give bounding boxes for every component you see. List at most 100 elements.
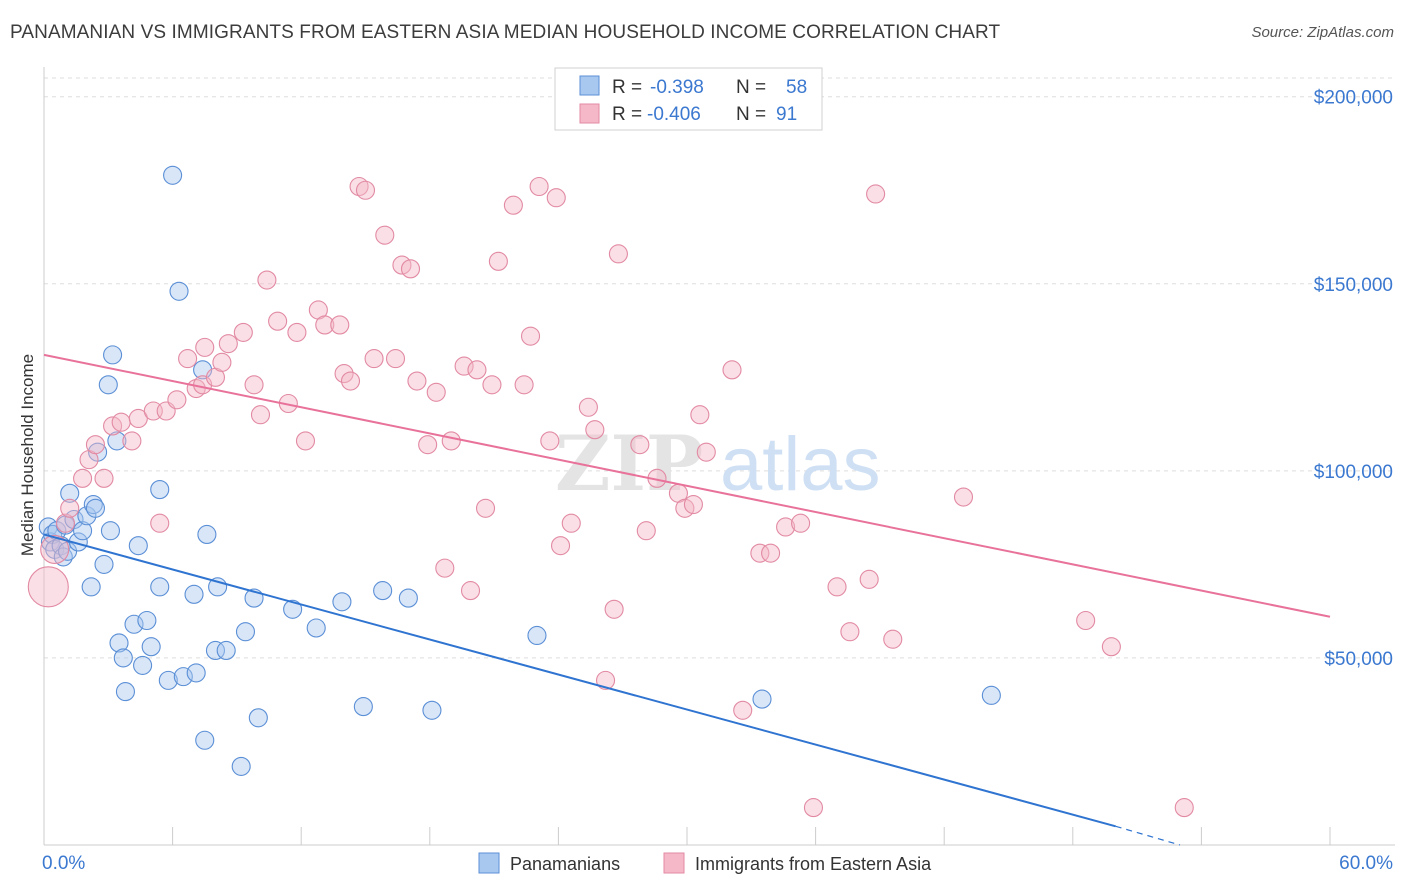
point-panamanian	[100, 521, 120, 541]
legend-swatch-eastern-asia	[663, 852, 685, 874]
point-panamanian	[113, 648, 133, 668]
y-tick-label: $50,000	[1324, 649, 1393, 670]
point-eastern-asia	[561, 513, 581, 533]
point-eastern-asia	[546, 188, 566, 208]
axes	[43, 67, 1395, 846]
point-eastern-asia	[520, 326, 541, 346]
r-value-1: -0.398	[650, 77, 704, 98]
point-eastern-asia	[1174, 798, 1194, 818]
point-eastern-asia	[608, 244, 628, 264]
stats-legend: R = -0.398 N = 58 R = -0.406 N = 91	[554, 67, 823, 131]
point-eastern-asia	[375, 225, 395, 245]
point-panamanian	[128, 536, 148, 556]
point-panamanian	[216, 640, 236, 660]
point-eastern-asia	[859, 569, 879, 589]
bottom-legend: Panamanians Immigrants from Eastern Asia	[478, 852, 932, 874]
point-eastern-asia	[400, 259, 421, 279]
point-eastern-asia	[488, 251, 508, 271]
r-label-2: R =	[612, 104, 642, 125]
trend-line-eastern-asia	[43, 353, 1331, 618]
point-panamanian	[186, 663, 206, 683]
source-label: Source: ZipAtlas.com	[1251, 24, 1394, 41]
point-panamanian	[115, 682, 135, 702]
point-eastern-asia	[596, 670, 616, 690]
x-tick-label: 0.0%	[42, 853, 85, 874]
point-panamanian	[141, 637, 161, 657]
chart-title: PANAMANIAN VS IMMIGRANTS FROM EASTERN AS…	[10, 22, 1001, 43]
point-eastern-asia	[330, 315, 350, 335]
point-eastern-asia	[866, 184, 886, 204]
point-panamanian	[60, 483, 80, 503]
point-eastern-asia	[803, 798, 824, 818]
point-eastern-asia	[840, 622, 860, 642]
point-eastern-asia	[454, 356, 474, 376]
point-panamanian	[107, 431, 127, 451]
n-value-2: 91	[776, 104, 797, 125]
point-panamanian	[197, 524, 217, 545]
point-panamanian	[752, 689, 772, 709]
x-tick-label: 60.0%	[1339, 853, 1393, 874]
point-eastern-asia	[250, 405, 271, 425]
legend-swatch-blue	[579, 75, 600, 96]
point-eastern-asia	[750, 543, 770, 563]
point-eastern-asia	[257, 270, 277, 290]
point-panamanian	[205, 640, 226, 660]
point-panamanian	[150, 480, 170, 500]
point-eastern-asia	[578, 397, 598, 417]
point-eastern-asia	[460, 581, 481, 601]
point-panamanian	[981, 685, 1001, 705]
point-eastern-asia	[426, 382, 446, 402]
point-panamanian	[248, 708, 268, 728]
n-label-1: N =	[736, 77, 766, 98]
point-eastern-asia	[696, 442, 716, 462]
point-eastern-asia	[233, 322, 253, 342]
point-panamanian	[103, 345, 123, 365]
point-panamanian	[169, 281, 189, 301]
point-eastern-asia	[85, 435, 105, 455]
legend-swatch-panamanians	[478, 852, 500, 874]
point-eastern-asia	[178, 349, 198, 369]
y-axis-label: Median Household Income	[18, 354, 37, 556]
y-tick-label: $150,000	[1314, 275, 1393, 296]
point-panamanian	[150, 577, 170, 597]
point-eastern-asia	[315, 315, 335, 335]
point-eastern-asia	[761, 543, 781, 563]
point-eastern-asia	[636, 521, 656, 541]
point-panamanian	[231, 756, 251, 776]
point-panamanian	[373, 581, 393, 601]
point-panamanian	[163, 165, 183, 185]
point-eastern-asia	[690, 405, 710, 425]
point-eastern-asia	[630, 435, 650, 455]
point-eastern-asia	[218, 334, 238, 354]
x-tick-labels: 0.0% 60.0%	[42, 853, 1393, 874]
point-panamanian	[332, 592, 352, 612]
point-eastern-asia	[827, 577, 847, 597]
point-panamanian	[124, 614, 144, 634]
point-panamanian	[283, 599, 303, 619]
point-panamanian	[133, 655, 153, 675]
y-tick-label: $100,000	[1314, 462, 1393, 483]
point-eastern-asia	[585, 420, 605, 440]
point-eastern-asia	[295, 431, 316, 451]
point-eastern-asia	[287, 322, 307, 342]
point-eastern-asia	[212, 352, 232, 372]
point-panamanian	[85, 498, 105, 518]
point-eastern-asia	[111, 412, 131, 432]
point-panamanian	[353, 697, 373, 717]
point-eastern-asia	[244, 375, 264, 395]
point-panamanian	[158, 670, 178, 690]
point-eastern-asia	[503, 195, 523, 215]
y-tick-label: $200,000	[1314, 88, 1393, 109]
point-panamanian	[195, 730, 215, 750]
point-eastern-asia	[55, 513, 75, 533]
point-panamanian	[98, 375, 118, 395]
point-eastern-asia	[482, 375, 502, 395]
point-eastern-asia	[407, 371, 427, 391]
point-eastern-asia	[475, 498, 496, 518]
point-eastern-asia	[73, 468, 93, 488]
point-eastern-asia	[514, 375, 534, 395]
point-eastern-asia	[167, 390, 187, 410]
point-eastern-asia	[385, 349, 406, 369]
point-eastern-asia	[529, 176, 549, 197]
